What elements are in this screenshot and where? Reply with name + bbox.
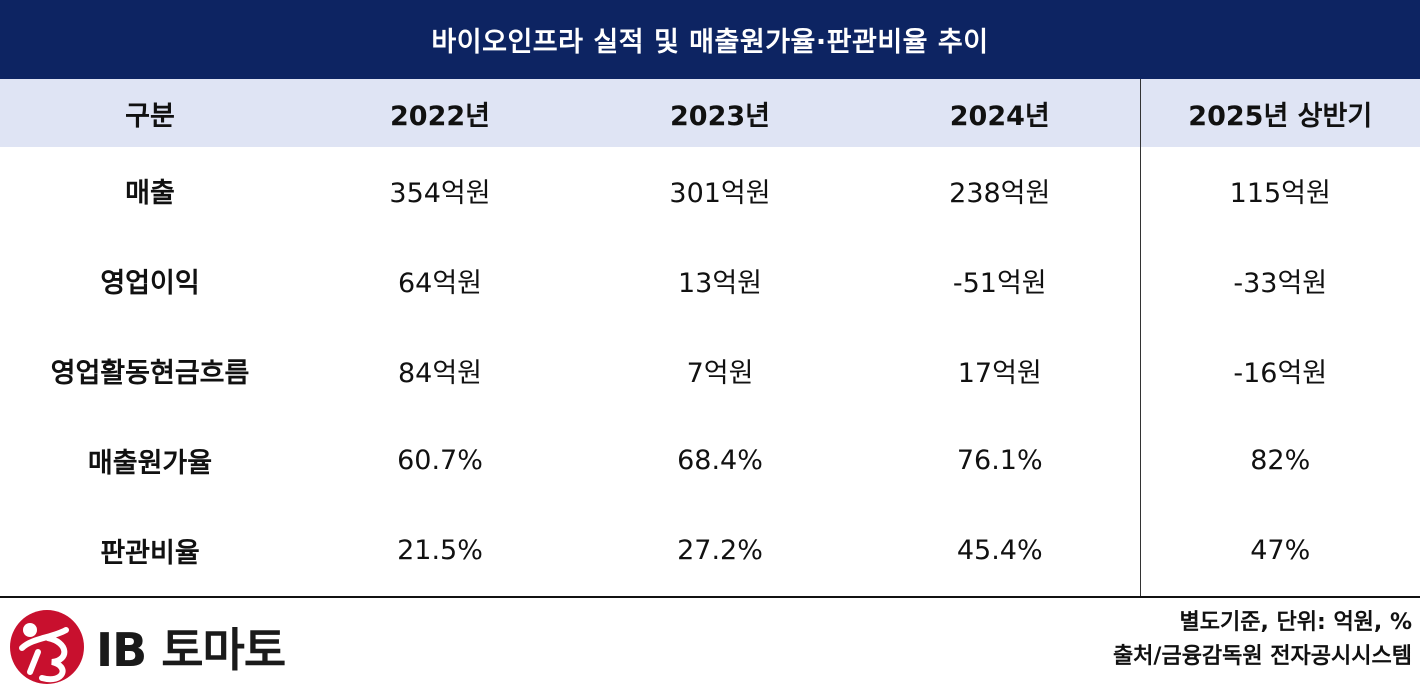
row-label: 판관비율 [0,507,300,598]
cell: 354억원 [389,178,491,209]
header-2025-h1: 2025년 상반기 [1139,79,1420,147]
cell: 238억원 [949,178,1051,209]
row-label: 매출원가율 [87,448,213,479]
table-row: 영업활동현금흐름 84억원 7억원 17억원 -16억원 [0,327,1420,417]
cell: 7억원 [686,358,754,389]
cell: 82% [1139,417,1420,507]
header-2022: 2022년 [390,100,490,132]
cell: 76.1% [956,445,1043,476]
performance-table: 구분 2022년 2023년 2024년 2025년 상반기 매출 354억원 … [0,79,1420,598]
cell: 68.4% [677,445,763,476]
cell: 45.4% [860,507,1140,598]
cell: 47% [1139,507,1420,598]
tomato-logo-icon [10,610,84,684]
cell: 84억원 [397,358,483,389]
cell: -51억원 [952,268,1047,299]
header-2023: 2023년 [670,100,770,132]
cell: 64억원 [397,268,483,299]
cell: -16억원 [1139,327,1420,417]
cell: 27.2% [580,507,860,598]
ib-tomato-logo: IB 토마토 [8,608,348,686]
footnotes: 별도기준, 단위: 억원, % 출처/금융감독원 전자공시시스템 [1113,606,1412,674]
table-row: 매출 354억원 301억원 238억원 115억원 [0,147,1420,237]
cell: 60.7% [397,445,483,476]
table-row: 영업이익 64억원 13억원 -51억원 -33억원 [0,237,1420,327]
cell: -33억원 [1139,237,1420,327]
source-note: 출처/금융감독원 전자공시시스템 [1112,644,1412,669]
table-row: 판관비율 21.5% 27.2% 45.4% 47% [0,507,1420,598]
row-label: 영업활동현금흐름 [50,358,250,389]
cell: 13억원 [677,268,763,299]
row-label: 영업이익 [100,268,200,299]
page-title: 바이오인프라 실적 및 매출원가율·판관비율 추이 [0,0,1420,79]
cell: 17억원 [957,358,1042,389]
header-2024: 2024년 [949,100,1050,132]
cell: 301억원 [669,178,771,209]
cell: 115억원 [1139,147,1420,237]
row-label: 매출 [125,178,175,209]
unit-note: 별도기준, 단위: 억원, % [1179,610,1412,635]
table-header-row: 구분 2022년 2023년 2024년 2025년 상반기 [0,79,1420,147]
cell: 21.5% [300,507,580,598]
logo-text: IB 토마토 [96,623,286,677]
header-category: 구분 [125,100,175,132]
table-row: 매출원가율 60.7% 68.4% 76.1% 82% [0,417,1420,507]
